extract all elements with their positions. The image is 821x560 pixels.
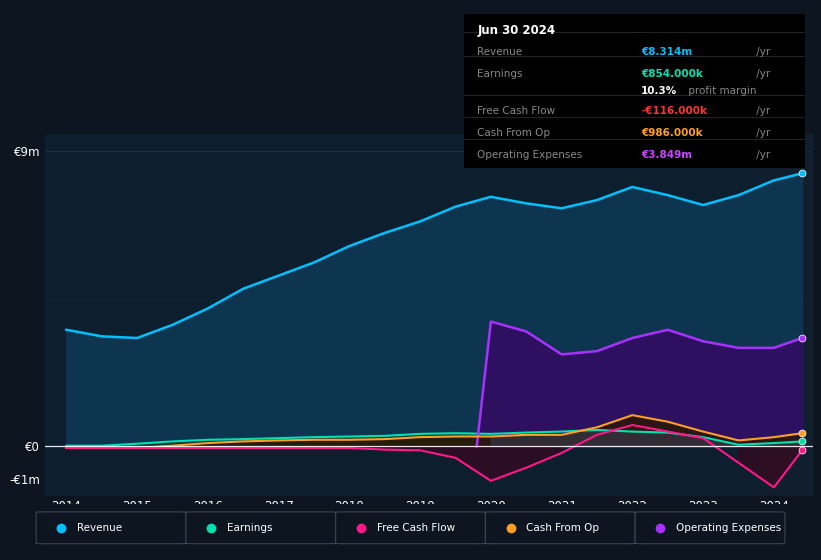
Text: Cash From Op: Cash From Op [526,523,599,533]
Text: Operating Expenses: Operating Expenses [677,523,782,533]
Text: /yr: /yr [754,106,771,116]
Text: /yr: /yr [754,69,771,78]
FancyBboxPatch shape [485,512,635,544]
FancyBboxPatch shape [336,512,485,544]
Text: €986.000k: €986.000k [641,128,703,138]
FancyBboxPatch shape [36,512,186,544]
Text: /yr: /yr [754,128,771,138]
Text: -€116.000k: -€116.000k [641,106,707,116]
Text: 10.3%: 10.3% [641,86,677,96]
Bar [759,134,813,496]
Text: Earnings: Earnings [227,523,273,533]
Text: Free Cash Flow: Free Cash Flow [377,523,455,533]
Text: Free Cash Flow: Free Cash Flow [478,106,556,116]
Text: profit margin: profit margin [686,86,757,96]
FancyBboxPatch shape [186,512,336,544]
Text: /yr: /yr [754,150,771,160]
Text: €3.849m: €3.849m [641,150,692,160]
Text: Jun 30 2024: Jun 30 2024 [478,24,556,37]
Text: Earnings: Earnings [478,69,523,78]
FancyBboxPatch shape [635,512,785,544]
Text: €854.000k: €854.000k [641,69,703,78]
Text: /yr: /yr [754,47,771,57]
Text: Operating Expenses: Operating Expenses [478,150,583,160]
Text: Revenue: Revenue [478,47,523,57]
Text: Cash From Op: Cash From Op [478,128,551,138]
Text: €8.314m: €8.314m [641,47,692,57]
Text: Revenue: Revenue [77,523,122,533]
